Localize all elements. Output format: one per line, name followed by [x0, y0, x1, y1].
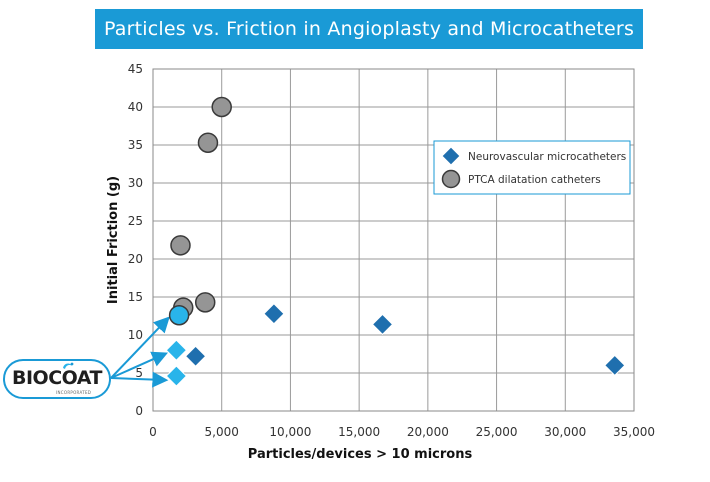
y-tick-label: 15: [128, 290, 143, 304]
legend-label: Neurovascular microcatheters: [468, 151, 626, 163]
x-tick-label: 30,000: [544, 425, 586, 439]
y-tick-label: 20: [128, 252, 143, 266]
x-tick-label: 0: [149, 425, 157, 439]
x-axis-title: Particles/devices > 10 microns: [248, 447, 473, 462]
x-tick-label: 10,000: [269, 425, 311, 439]
gridlines: [152, 68, 635, 412]
plot-frame: [152, 68, 635, 412]
x-tick-label: 5,000: [205, 425, 239, 439]
legend-circle-icon: [441, 169, 461, 189]
legend-diamond-icon: [441, 146, 461, 166]
neurovascular-point: [165, 365, 188, 387]
y-tick-label: 35: [128, 138, 143, 152]
neurovascular-point: [184, 345, 207, 367]
logo-subtitle: INCORPORATED: [56, 390, 92, 395]
axes: 0 5 10 15 20 25 30 35 40 45 0 5,000 10,000 15,000 20,0…: [128, 62, 655, 439]
callout-arrow: [110, 316, 170, 379]
data-marks: [165, 96, 626, 387]
legend: Neurovascular microcatheters PTCA dilatat…: [433, 140, 631, 195]
x-tick-label: 15,000: [338, 425, 380, 439]
ptca-point: [168, 304, 190, 326]
ptca-point: [197, 132, 219, 153]
legend-label: PTCA dilatation catheters: [468, 174, 601, 186]
neurovascular-point: [604, 354, 626, 377]
y-tick-label: 45: [128, 62, 143, 76]
logo-callout-arrows: [110, 316, 170, 388]
y-tick-label: 25: [128, 214, 143, 228]
biocoat-logo: BIOCOAT INCORPORATED: [3, 359, 111, 399]
logo-swirl-icon: [63, 362, 74, 369]
neurovascular-point: [263, 303, 285, 325]
x-tick-label: 25,000: [476, 425, 518, 439]
ptca-point: [211, 96, 232, 118]
y-tick-label: 10: [128, 328, 143, 342]
ptca-point: [170, 235, 191, 256]
neurovascular-point: [165, 339, 188, 361]
legend-box: [433, 140, 631, 195]
callout-arrow: [110, 351, 169, 379]
callout-arrow: [110, 371, 169, 388]
y-tick-label: 5: [135, 366, 143, 380]
ptca-point: [194, 292, 216, 313]
y-tick-label: 0: [135, 404, 143, 418]
y-tick-label: 30: [128, 176, 143, 190]
chart-title: Particles vs. Friction in Angioplasty an…: [95, 9, 643, 49]
y-tick-label: 40: [128, 100, 143, 114]
x-tick-label: 35,000: [613, 425, 655, 439]
y-axis-title: Initial Friction (g): [106, 176, 121, 304]
x-tick-label: 20,000: [407, 425, 449, 439]
logo-name: BIOCOAT: [12, 367, 102, 389]
neurovascular-point: [371, 313, 394, 336]
